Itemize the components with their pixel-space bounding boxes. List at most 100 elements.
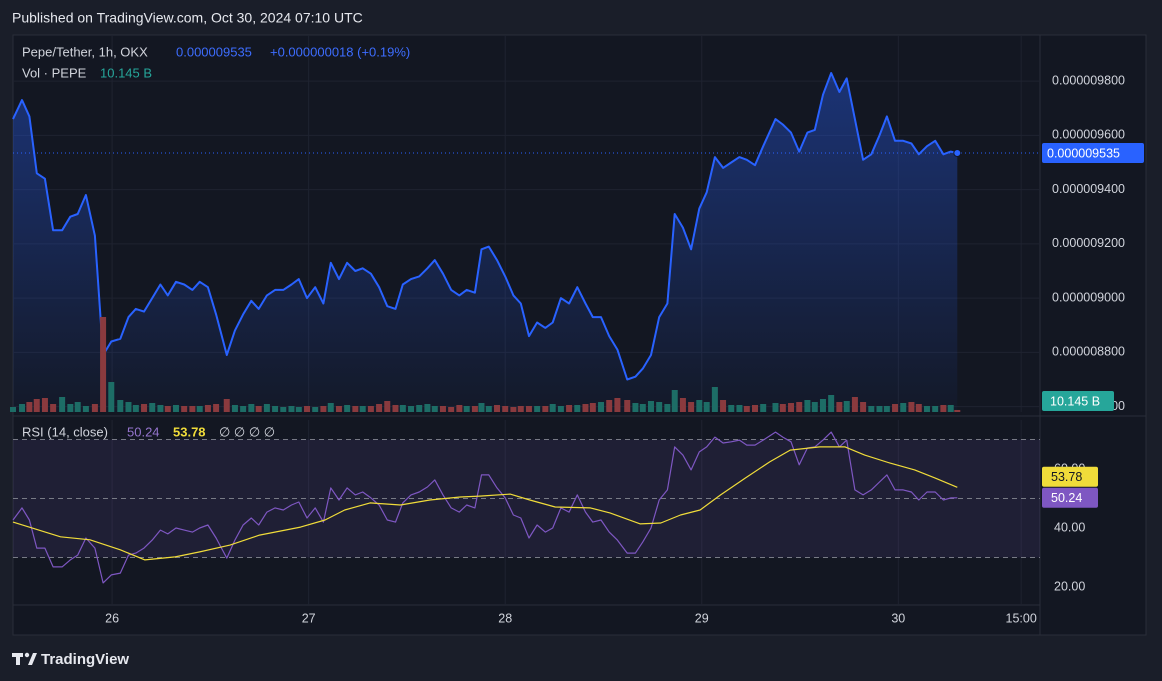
y-tick-label: 0.000008800: [1052, 345, 1125, 359]
rsi-label: 50.24: [1051, 491, 1082, 505]
volume-bar: [688, 402, 695, 412]
volume-bar: [851, 397, 858, 412]
volume-bar: [248, 404, 255, 412]
volume-bar: [91, 404, 98, 412]
volume-bar: [743, 406, 750, 412]
volume-bar: [416, 405, 423, 412]
volume-bar: [720, 400, 727, 412]
volume-bar: [304, 406, 311, 412]
series-line: [12, 431, 958, 584]
volume-bar: [117, 400, 124, 412]
volume-bar: [647, 401, 654, 412]
volume-bar: [456, 405, 463, 412]
ma-line: [12, 446, 958, 561]
logo: [12, 652, 37, 665]
volume-bar: [41, 398, 48, 412]
rsi-title: RSI (14, close): [22, 424, 108, 439]
volume-bar: [204, 405, 211, 412]
volume-bar: [157, 405, 164, 412]
volume-bar: [100, 317, 107, 412]
volume-bar: [344, 405, 351, 412]
x-tick-label: 30: [891, 611, 905, 625]
volume-bar: [448, 407, 455, 412]
volume-bar: [639, 404, 646, 412]
volume-bar: [598, 402, 605, 412]
x-tick-label: 15:00: [1006, 611, 1037, 625]
price-label: 0.000009535: [1047, 146, 1120, 160]
volume-bar: [868, 406, 875, 412]
volume-bar: [656, 402, 663, 412]
volume-bar: [828, 395, 835, 412]
y-tick-label: 0.000009400: [1052, 182, 1125, 196]
volume-bar: [384, 401, 391, 412]
volume-bar: [196, 406, 203, 412]
volume-bar: [557, 406, 564, 412]
rsi-extra: ∅ ∅ ∅ ∅: [219, 424, 275, 439]
volume-bar: [399, 405, 406, 412]
volume-bar: [671, 390, 678, 412]
volume-bar: [892, 404, 899, 412]
volume-bar: [280, 407, 287, 412]
x-tick-label: 26: [105, 611, 119, 625]
volume-bar: [231, 405, 238, 412]
volume-bar: [843, 401, 850, 412]
volume-bar: [263, 404, 270, 412]
volume-bar: [574, 405, 581, 412]
x-tick-label: 29: [695, 611, 709, 625]
volume-title: Vol · PEPE: [22, 65, 87, 80]
volume-bar: [954, 409, 961, 412]
volume-bar: [760, 404, 767, 412]
volume-bar: [836, 402, 843, 412]
volume-bar: [923, 406, 930, 412]
rsi-value: 50.24: [127, 424, 160, 439]
volume-bar: [751, 405, 758, 412]
volume-bar: [494, 405, 501, 412]
volume-bar: [932, 406, 939, 412]
volume-bar: [779, 404, 786, 412]
volume-bar: [431, 406, 438, 412]
volume-bar: [502, 406, 509, 412]
volume-label: 10.145 B: [1050, 394, 1100, 408]
volume-bar: [915, 404, 922, 412]
volume-bar: [141, 404, 148, 412]
volume-bar: [517, 406, 524, 412]
series-line: [12, 72, 958, 381]
volume-bar: [860, 402, 867, 412]
volume-bar: [367, 406, 374, 412]
volume-bar: [50, 404, 57, 412]
volume-bar: [908, 402, 915, 412]
volume-bar: [819, 399, 826, 412]
volume-bar: [947, 405, 954, 412]
volume-bar: [240, 406, 247, 412]
volume-bar: [408, 406, 415, 412]
symbol-title: Pepe/Tether, 1h, OKX: [22, 44, 148, 59]
volume-bar: [33, 399, 40, 412]
volume-bar: [589, 403, 596, 412]
volume-bar: [376, 404, 383, 412]
volume-bar: [463, 406, 470, 412]
volume-bar: [772, 403, 779, 412]
volume-bar: [10, 407, 16, 412]
volume-bar: [67, 404, 74, 412]
volume-bar: [172, 405, 179, 412]
volume-bar: [125, 402, 132, 412]
volume-bar: [534, 406, 541, 412]
y-tick-label: 0.000009200: [1052, 236, 1125, 250]
volume-bar: [940, 405, 947, 412]
volume-bar: [632, 403, 639, 412]
volume-bar: [796, 402, 803, 412]
volume-bar: [811, 402, 818, 412]
volume-bar: [19, 404, 26, 412]
volume-bar: [288, 406, 295, 412]
ma-label-box: [1042, 466, 1098, 487]
volume-bar: [320, 406, 327, 412]
volume-bar: [359, 406, 366, 412]
volume-bar: [900, 403, 907, 412]
volume-bar: [804, 400, 811, 412]
x-tick-label: 27: [302, 611, 316, 625]
volume-bar: [181, 406, 188, 412]
y-tick-label: 20.00: [1054, 579, 1085, 593]
y-tick-label: 0.000009800: [1052, 73, 1125, 87]
volume-bar: [164, 406, 171, 412]
